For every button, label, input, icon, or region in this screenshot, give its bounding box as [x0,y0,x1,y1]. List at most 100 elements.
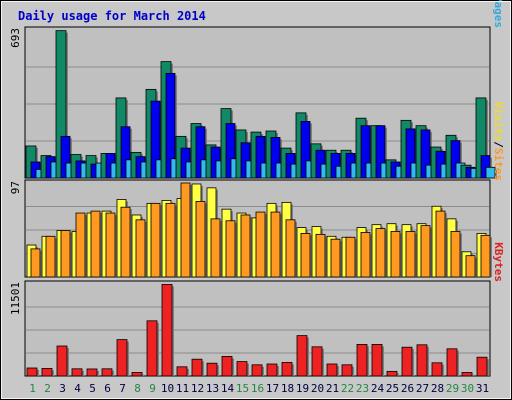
day-label-15: 15 [236,382,249,395]
bar-visitors-sites-4 [75,212,86,278]
day-label-30: 30 [461,382,474,395]
day-label-28: 28 [431,382,444,395]
bar-visitors-sites-19 [300,232,311,278]
ymax-label-visitors: 97 [9,181,22,194]
bar-requests-files-14 [225,123,236,179]
bar-visitors-sites-29 [450,231,461,278]
bar-visitors-sites-5 [90,210,101,278]
bar-kbytes-kbytes-12 [191,358,203,377]
bar-requests-files-21 [330,153,341,179]
bar-kbytes-kbytes-18 [281,362,293,377]
bar-kbytes-kbytes-21 [326,363,338,377]
day-label-4: 4 [74,382,81,395]
day-label-22: 22 [341,382,354,395]
bar-visitors-sites-27 [420,225,431,278]
day-label-3: 3 [59,382,66,395]
bar-visitors-sites-30 [465,255,476,278]
bar-requests-files-23 [360,125,371,179]
bar-visitors-sites-2 [45,235,56,278]
bar-kbytes-kbytes-10 [161,284,173,377]
bar-requests-files-16 [255,135,266,179]
bar-requests-files-9 [150,100,161,179]
bar-visitors-sites-31 [480,234,491,278]
bar-kbytes-kbytes-14 [221,356,233,377]
day-label-2: 2 [44,382,51,395]
bar-kbytes-kbytes-17 [266,363,278,377]
bar-kbytes-kbytes-16 [251,364,263,377]
bar-kbytes-kbytes-4 [71,368,83,377]
day-label-29: 29 [446,382,459,395]
bar-visitors-sites-17 [270,211,281,278]
ymax-label-kbytes: 11501 [9,282,22,315]
bar-kbytes-kbytes-27 [416,344,428,377]
day-label-5: 5 [89,382,96,395]
panel-kbytes: 11501 KBytes [9,242,505,377]
side-legend-requests: Hits/Files/Pages [492,0,505,28]
bar-kbytes-kbytes-23 [356,344,368,377]
day-label-16: 16 [251,382,264,395]
bar-kbytes-kbytes-3 [56,345,68,377]
bar-kbytes-kbytes-22 [341,364,353,377]
day-label-23: 23 [356,382,369,395]
chart-panels: 693 Hits/Files/Pages 97 Visits/Sites 11501 KB… [9,0,505,377]
bar-visitors-sites-28 [435,210,446,278]
bar-kbytes-kbytes-11 [176,366,188,377]
bar-visitors-sites-11 [180,182,191,278]
bar-requests-files-27 [420,129,431,179]
day-labels: 1 2 3 4 5 6 7 8 9 10 11 12 13 14 15 16 17 18 19 20 21 22 23 24 2… [29,382,489,395]
side-legend-part-requests-4: Pages [492,0,505,28]
bar-visitors-sites-9 [150,202,161,278]
bar-requests-files-7 [120,126,131,179]
day-label-9: 9 [149,382,156,395]
bar-visitors-sites-14 [225,220,236,278]
bar-requests-files-12 [195,126,206,179]
bar-kbytes-kbytes-28 [431,362,443,377]
day-label-8: 8 [134,382,141,395]
bar-visitors-sites-6 [105,212,116,278]
bar-requests-files-24 [375,125,386,179]
day-label-24: 24 [371,382,385,395]
bar-kbytes-kbytes-29 [446,348,458,377]
bar-visitors-sites-7 [120,206,131,278]
day-label-17: 17 [266,382,279,395]
bar-kbytes-kbytes-31 [476,356,488,377]
bar-kbytes-kbytes-8 [131,372,143,377]
day-label-20: 20 [311,382,324,395]
ymax-label-requests: 693 [9,28,22,48]
bar-visitors-sites-20 [315,233,326,278]
day-label-6: 6 [104,382,111,395]
bar-kbytes-kbytes-1 [26,367,38,377]
bar-kbytes-kbytes-7 [116,339,128,377]
chart-title: Daily usage for March 2014 [18,9,206,23]
side-legend-part-kbytes-0: KBytes [492,242,505,282]
day-label-21: 21 [326,382,339,395]
day-label-26: 26 [401,382,414,395]
day-label-18: 18 [281,382,294,395]
day-label-1: 1 [29,382,36,395]
bar-kbytes-kbytes-2 [41,368,53,377]
bar-kbytes-kbytes-6 [101,368,113,377]
bar-visitors-sites-24 [375,228,386,278]
bar-visitors-sites-13 [210,218,221,278]
bar-requests-files-26 [405,128,416,179]
bar-requests-files-3 [60,135,71,179]
bar-kbytes-kbytes-20 [311,346,323,377]
side-legend-visitors: Visits/Sites [492,102,505,182]
day-label-14: 14 [221,382,235,395]
bar-kbytes-kbytes-30 [461,372,473,377]
bar-requests-files-29 [450,140,461,179]
day-label-7: 7 [119,382,126,395]
day-label-11: 11 [176,382,189,395]
bar-kbytes-kbytes-25 [386,370,398,377]
bar-kbytes-kbytes-19 [296,335,308,377]
bar-visitors-sites-15 [240,214,251,278]
day-label-31: 31 [476,382,489,395]
bar-visitors-sites-23 [360,232,371,278]
day-label-25: 25 [386,382,399,395]
bar-kbytes-kbytes-13 [206,362,218,377]
bar-kbytes-kbytes-9 [146,320,158,377]
bar-visitors-sites-3 [60,230,71,278]
bar-requests-files-15 [240,142,251,179]
bar-visitors-sites-1 [30,248,41,278]
